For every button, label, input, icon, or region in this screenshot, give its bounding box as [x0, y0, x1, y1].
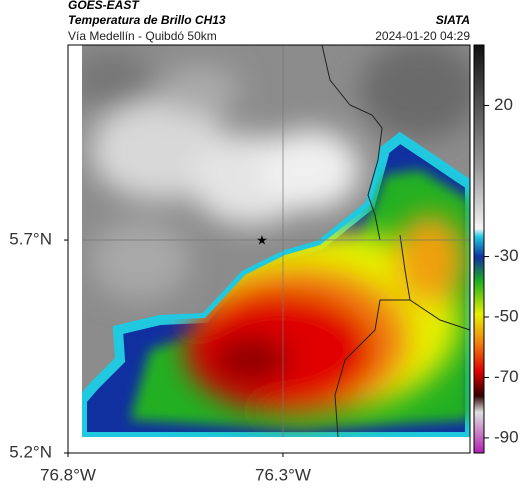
colorbar — [473, 44, 485, 454]
colorbar-tick-label: -90 — [494, 427, 519, 446]
colorbar-tick-label: 20 — [494, 95, 513, 114]
timestamp: 2024-01-20 04:29 — [375, 29, 470, 43]
x-tick-label: 76.3°W — [255, 465, 311, 484]
colorbar-tick-label: -70 — [494, 367, 519, 386]
y-tick-label: 5.7°N — [9, 230, 52, 249]
colorbar-tick-label: -30 — [494, 246, 519, 265]
colorbar-tick-label: -50 — [494, 306, 519, 325]
svg-text:★: ★ — [256, 232, 268, 247]
title: Temperatura de Brillo CH13 — [68, 13, 226, 27]
source: GOES-EAST — [68, 0, 140, 12]
x-tick-label: 76.8°W — [40, 465, 96, 484]
map-frame — [67, 44, 471, 454]
satellite-image: ★ — [82, 45, 470, 437]
subtitle: Vía Medellín - Quibdó 50km — [68, 29, 217, 43]
brand: SIATA — [436, 13, 470, 27]
y-tick-label: 5.2°N — [9, 442, 52, 461]
